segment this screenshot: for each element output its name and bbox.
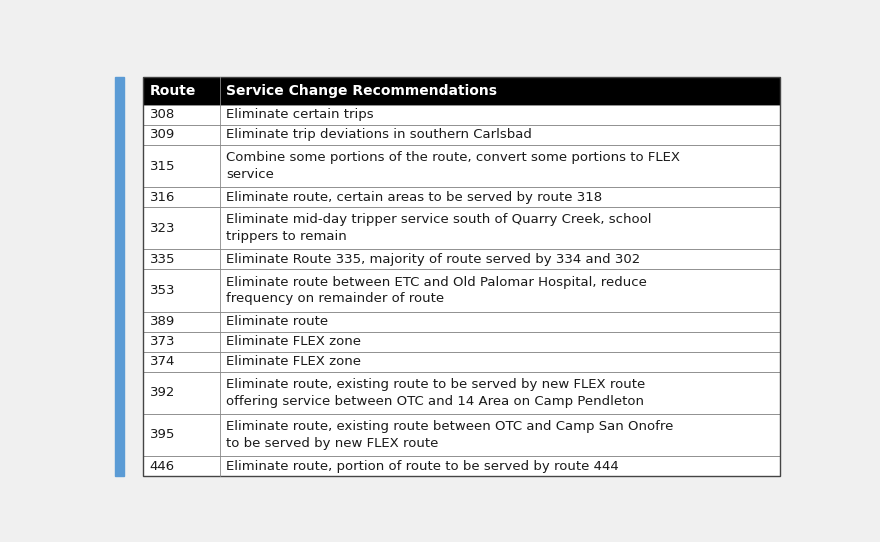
Text: service: service bbox=[226, 168, 274, 181]
Text: Service Change Recommendations: Service Change Recommendations bbox=[226, 84, 497, 98]
Text: 373: 373 bbox=[150, 335, 175, 348]
Text: Eliminate route: Eliminate route bbox=[226, 315, 328, 328]
Text: Eliminate route, existing route to be served by new FLEX route: Eliminate route, existing route to be se… bbox=[226, 378, 645, 391]
Text: Eliminate FLEX zone: Eliminate FLEX zone bbox=[226, 335, 361, 348]
Text: offering service between OTC and 14 Area on Camp Pendleton: offering service between OTC and 14 Area… bbox=[226, 395, 644, 408]
Text: 389: 389 bbox=[150, 315, 175, 328]
Text: Route: Route bbox=[150, 84, 196, 98]
Bar bbox=[143, 105, 780, 125]
Text: Eliminate route, existing route between OTC and Camp San Onofre: Eliminate route, existing route between … bbox=[226, 420, 673, 433]
Text: 309: 309 bbox=[150, 128, 175, 141]
Bar bbox=[143, 207, 780, 249]
Bar bbox=[143, 269, 780, 312]
Bar bbox=[143, 372, 780, 414]
Text: Eliminate Route 335, majority of route served by 334 and 302: Eliminate Route 335, majority of route s… bbox=[226, 253, 640, 266]
Bar bbox=[143, 414, 780, 456]
Text: Eliminate FLEX zone: Eliminate FLEX zone bbox=[226, 355, 361, 368]
Bar bbox=[143, 352, 780, 372]
Text: 374: 374 bbox=[150, 355, 175, 368]
Bar bbox=[143, 77, 780, 105]
Text: 323: 323 bbox=[150, 222, 175, 235]
Text: to be served by new FLEX route: to be served by new FLEX route bbox=[226, 437, 438, 450]
Bar bbox=[115, 77, 123, 476]
Text: 392: 392 bbox=[150, 386, 175, 399]
Bar bbox=[143, 249, 780, 269]
Text: Eliminate mid-day tripper service south of Quarry Creek, school: Eliminate mid-day tripper service south … bbox=[226, 214, 651, 227]
Text: Eliminate trip deviations in southern Carlsbad: Eliminate trip deviations in southern Ca… bbox=[226, 128, 532, 141]
Bar bbox=[143, 145, 780, 187]
Bar bbox=[143, 187, 780, 207]
Bar bbox=[143, 125, 780, 145]
Text: 335: 335 bbox=[150, 253, 175, 266]
Text: Combine some portions of the route, convert some portions to FLEX: Combine some portions of the route, conv… bbox=[226, 151, 680, 164]
Text: 446: 446 bbox=[150, 460, 175, 473]
Bar bbox=[143, 456, 780, 476]
Text: 353: 353 bbox=[150, 284, 175, 297]
Text: 395: 395 bbox=[150, 429, 175, 442]
Bar bbox=[143, 332, 780, 352]
Text: Eliminate route, portion of route to be served by route 444: Eliminate route, portion of route to be … bbox=[226, 460, 619, 473]
Text: Eliminate route, certain areas to be served by route 318: Eliminate route, certain areas to be ser… bbox=[226, 191, 602, 204]
Bar bbox=[143, 312, 780, 332]
Text: Eliminate route between ETC and Old Palomar Hospital, reduce: Eliminate route between ETC and Old Palo… bbox=[226, 275, 647, 288]
Text: Eliminate certain trips: Eliminate certain trips bbox=[226, 108, 373, 121]
Text: 316: 316 bbox=[150, 191, 175, 204]
Text: frequency on remainder of route: frequency on remainder of route bbox=[226, 292, 444, 305]
Text: trippers to remain: trippers to remain bbox=[226, 230, 347, 243]
Text: 315: 315 bbox=[150, 159, 175, 172]
Text: 308: 308 bbox=[150, 108, 175, 121]
